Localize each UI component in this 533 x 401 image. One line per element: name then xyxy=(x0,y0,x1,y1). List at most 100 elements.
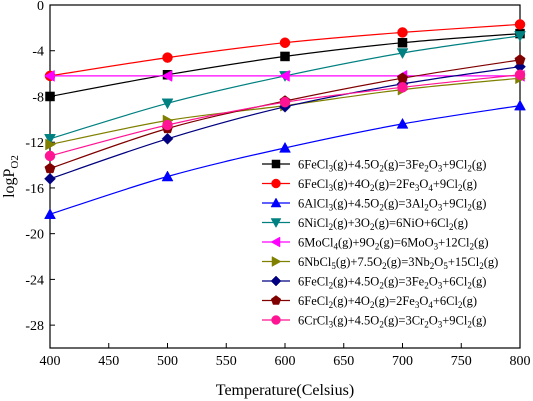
y-axis-title-sub: O2 xyxy=(9,155,21,168)
y-tick-label: -20 xyxy=(25,228,44,243)
legend-label-text: (g)=6MoO xyxy=(379,236,433,250)
legend-label-subscript: 2 xyxy=(370,300,375,310)
data-point xyxy=(44,208,56,219)
legend-label-subscript: 2 xyxy=(467,203,472,213)
legend-item: 6FeCl2(g)+4.5O2(g)=3Fe2O3+6Cl2(g) xyxy=(262,275,486,291)
legend-label-text: +9Cl xyxy=(442,158,468,172)
legend-label-text: O xyxy=(429,197,438,211)
legend-label-text: (g)=6NiO+6Cl xyxy=(374,216,449,230)
legend-item: 6MoCl4(g)+9O2(g)=6MoO3+12Cl2(g) xyxy=(262,236,489,252)
legend-label-text: (g)+4.5O xyxy=(333,314,379,328)
legend-label-text: (g) xyxy=(472,197,487,211)
legend-label-subscript: 2 xyxy=(329,281,334,291)
legend-label-text: (g) xyxy=(472,275,487,289)
data-point xyxy=(514,69,526,80)
legend-label-subscript: 5 xyxy=(443,261,448,271)
legend-item: 6NbCl5(g)+7.5O2(g)=3Nb2O5+15Cl2(g) xyxy=(262,255,498,271)
legend-item: 6FeCl3(g)+4O2(g)=2Fe3O4+9Cl2(g) xyxy=(262,177,477,193)
legend-marker xyxy=(270,295,282,305)
legend-label-text: +6Cl xyxy=(433,294,459,308)
legend-label-text: O xyxy=(429,275,438,289)
legend-label: 6CrCl3(g)+4.5O2(g)=3Cr2O3+9Cl2(g) xyxy=(298,314,486,330)
legend-marker xyxy=(271,178,281,189)
legend-label-subscript: 2 xyxy=(370,222,375,232)
legend-label-text: (g)=2Fe xyxy=(374,294,415,308)
legend: 6FeCl3(g)+4.5O2(g)=3Fe2O3+9Cl2(g)6FeCl3(… xyxy=(262,158,498,330)
legend-label-text: 6CrCl xyxy=(298,314,329,328)
data-point xyxy=(278,69,290,82)
legend-label-text: 6FeCl xyxy=(298,177,329,191)
legend-label-subscript: 2 xyxy=(458,183,463,193)
legend-label-text: 6FeCl xyxy=(298,275,329,289)
legend-label-text: O xyxy=(429,314,438,328)
legend-item: 6AlCl3(g)+4.5O2(g)=3Al2O3+9Cl2(g) xyxy=(262,197,486,213)
legend-label-subscript: 5 xyxy=(331,261,336,271)
legend-label-text: 6NiCl xyxy=(298,216,329,230)
legend-label-subscript: 2 xyxy=(382,261,387,271)
x-tick-label: 650 xyxy=(333,354,354,369)
legend-label-subscript: 2 xyxy=(329,300,334,310)
data-point xyxy=(396,48,409,60)
legend-label-subscript: 3 xyxy=(438,203,443,213)
legend-label-text: (g)=2Fe xyxy=(374,177,415,191)
x-tick-label: 800 xyxy=(510,354,531,369)
legend-label-text: (g) xyxy=(484,255,499,269)
legend-label-subscript: 2 xyxy=(430,261,435,271)
legend-label-text: +9Cl xyxy=(442,197,468,211)
legend-label-subscript: 2 xyxy=(458,300,463,310)
legend-label-text: +15Cl xyxy=(448,255,480,269)
legend-label: 6NiCl2(g)+3O2(g)=6NiO+6Cl2(g) xyxy=(298,216,468,232)
y-tick-label: -16 xyxy=(25,182,44,197)
data-point xyxy=(161,98,174,110)
y-tick-label: -4 xyxy=(32,45,44,60)
legend-marker xyxy=(270,236,281,248)
legend-item: 6CrCl3(g)+4.5O2(g)=3Cr2O3+9Cl2(g) xyxy=(262,314,486,330)
legend-label-subscript: 2 xyxy=(467,281,472,291)
legend-marker xyxy=(271,315,281,325)
y-tick-label: 0 xyxy=(37,0,44,14)
data-point xyxy=(397,82,408,93)
data-point xyxy=(162,119,173,131)
y-axis-title-main: logP xyxy=(1,168,18,197)
legend-label-text: O xyxy=(419,294,428,308)
data-point xyxy=(45,138,57,151)
legend-label-subscript: 2 xyxy=(424,203,429,213)
legend-label-subscript: 2 xyxy=(467,320,472,330)
data-point xyxy=(279,141,291,153)
legend-label-text: (g)=3Cr xyxy=(384,314,425,328)
y-tick-label: -24 xyxy=(25,273,44,288)
legend-label-subscript: 2 xyxy=(379,320,384,330)
legend-label-text: 6AlCl xyxy=(298,197,329,211)
series-8 xyxy=(44,69,526,162)
legend-label-subscript: 4 xyxy=(428,183,433,193)
legend-label-subscript: 2 xyxy=(379,281,384,291)
legend-label-text: 6MoCl xyxy=(298,236,334,250)
legend-label-text: O xyxy=(429,158,438,172)
data-point xyxy=(162,52,173,63)
y-tick-label: -28 xyxy=(25,319,44,334)
data-point xyxy=(514,31,526,42)
data-point xyxy=(396,117,409,129)
legend-label-subscript: 3 xyxy=(329,183,334,193)
legend-label-text: +9Cl xyxy=(442,314,468,328)
x-tick-label: 550 xyxy=(216,354,237,369)
x-tick-label: 700 xyxy=(392,354,413,369)
x-tick-label: 600 xyxy=(275,354,296,369)
data-point xyxy=(397,37,408,48)
legend-label-text: 6FeCl xyxy=(298,294,329,308)
data-point xyxy=(44,150,56,162)
legend-label-text: (g)+7.5O xyxy=(336,255,382,269)
x-axis-title: Temperature(Celsius) xyxy=(216,382,354,399)
legend-label-subscript: 2 xyxy=(479,261,484,271)
legend-label-subscript: 2 xyxy=(424,164,429,174)
legend-label-subscript: 3 xyxy=(329,203,334,213)
legend-label-subscript: 2 xyxy=(375,242,380,252)
data-point xyxy=(44,134,56,145)
legend-marker xyxy=(270,275,282,287)
x-tick-label: 400 xyxy=(40,354,61,369)
legend-item: 6NiCl2(g)+3O2(g)=6NiO+6Cl2(g) xyxy=(262,216,468,232)
legend-label-subscript: 2 xyxy=(467,164,472,174)
legend-label-text: (g)+4O xyxy=(333,294,370,308)
legend-label: 6AlCl3(g)+4.5O2(g)=3Al2O3+9Cl2(g) xyxy=(298,197,486,213)
